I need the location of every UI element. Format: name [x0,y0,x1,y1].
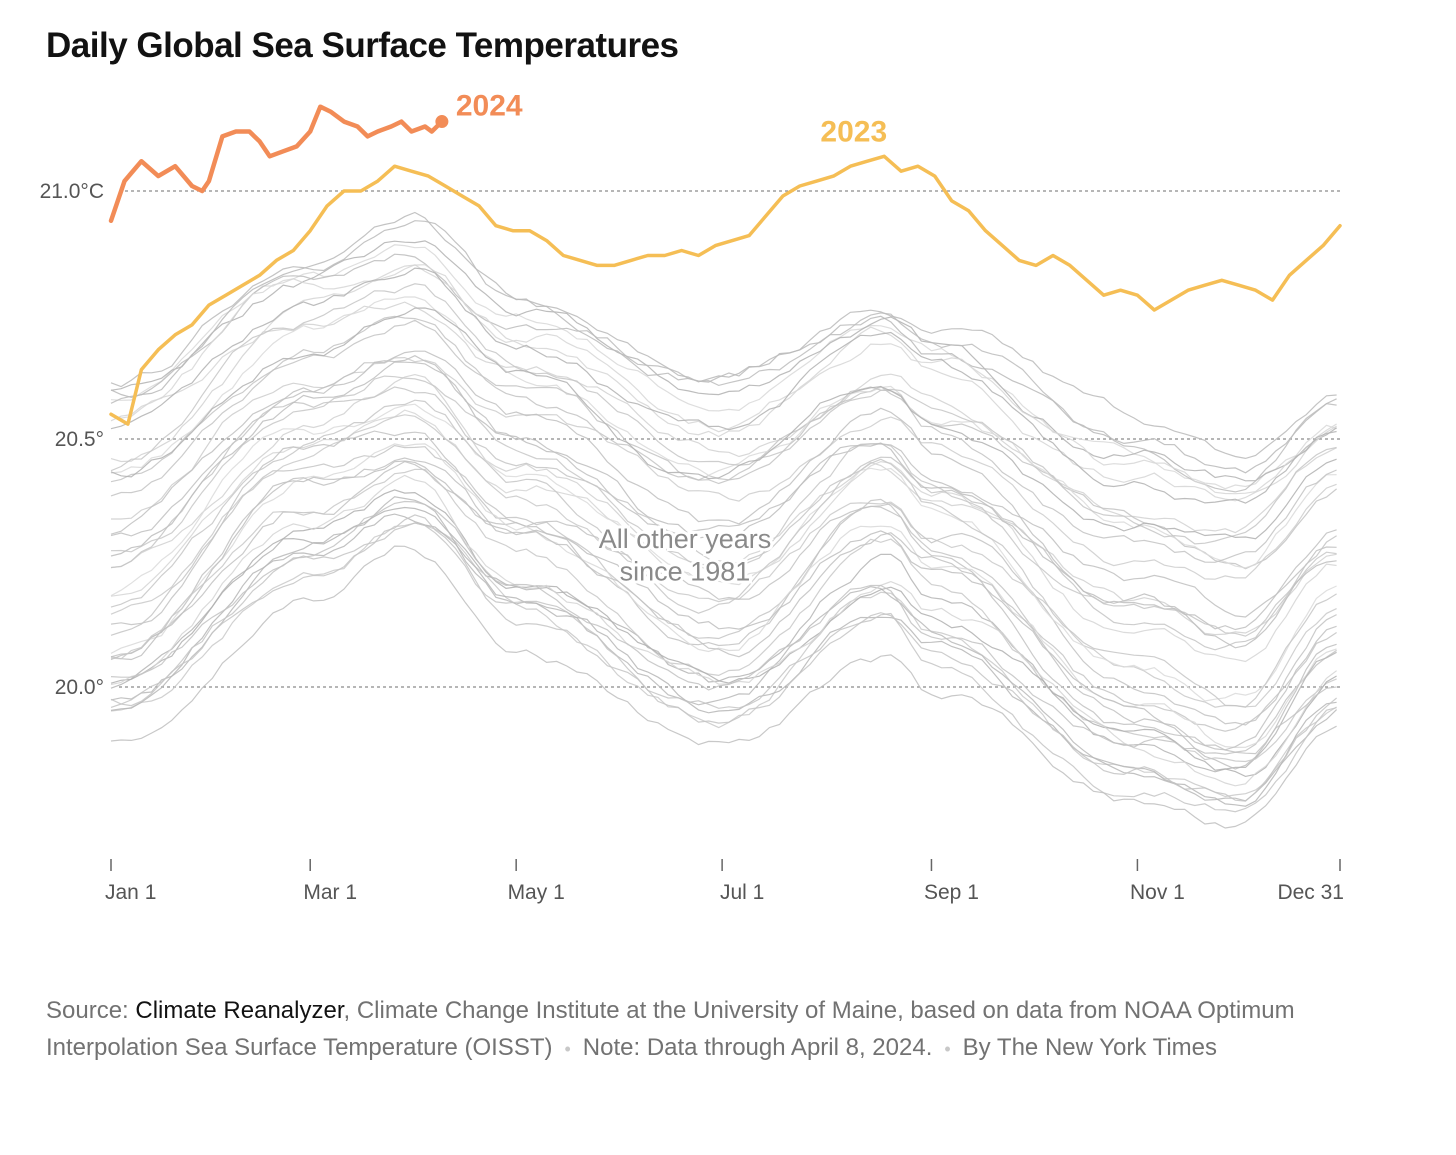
x-tick-label: Nov 1 [1130,881,1185,904]
background-year-line [110,386,1337,651]
background-year-line [110,211,1337,474]
background-year-line [110,522,1337,813]
series-label-2024: 2024 [456,90,523,123]
byline: By The New York Times [962,1034,1218,1061]
y-tick-label: 20.0° [55,676,104,699]
x-tick-label: May 1 [508,881,565,904]
x-tick-label: Dec 31 [1277,881,1344,904]
background-year-line [110,283,1337,545]
chart-title: Daily Global Sea Surface Temperatures [46,26,679,65]
background-year-line [110,460,1337,770]
series-end-marker-2024 [435,115,449,129]
background-year-line [110,373,1337,636]
background-year-line [110,399,1337,708]
background-year-line [110,301,1337,534]
background-year-line [110,240,1337,482]
source-details: , Climate Change Institute at the Univer… [46,997,1295,1061]
chart-footer: Source: Climate Reanalyzer, Climate Chan… [46,992,1376,1068]
series-label-2023: 2023 [820,115,887,148]
background-year-line [110,319,1337,563]
background-year-line [110,244,1337,490]
background-year-line [111,356,1337,580]
series-line-2024 [108,104,445,224]
background-year-line [110,500,1337,755]
x-tick-label: Sep 1 [924,881,979,904]
series-line-2023 [109,154,1342,426]
background-year-line [110,468,1337,763]
background-year-line [110,414,1337,708]
background-year-line [110,267,1337,504]
background-year-line [110,409,1337,663]
background-year-line [110,457,1337,751]
background-year-line [110,506,1337,773]
background-year-line [110,264,1337,502]
background-year-line [110,315,1337,570]
annotation-label: All other years [599,524,772,554]
y-tick-label: 20.5° [55,428,104,451]
separator-dot: • [564,1039,571,1059]
annotation-label: since 1981 [620,556,751,586]
background-year-line [110,375,1337,637]
x-tick-label: Jan 1 [105,881,156,904]
background-year-line [110,355,1337,618]
background-year-line [110,264,1337,495]
source-label: Source: [46,997,136,1024]
background-year-line [110,496,1338,802]
background-year-line [110,444,1337,732]
background-year-line [110,253,1337,493]
background-year-line [110,220,1337,460]
separator-dot: • [944,1039,951,1059]
background-year-line [110,350,1337,631]
background-year-line [110,514,1337,802]
background-year-line [110,443,1337,749]
background-year-line [110,403,1337,702]
background-year-line [110,545,1337,829]
background-year-line [110,361,1337,649]
background-year-line [110,430,1337,726]
x-tick-label: Jul 1 [720,881,764,904]
background-year-line [110,307,1337,540]
x-tick-label: Mar 1 [303,881,357,904]
source-link[interactable]: Climate Reanalyzer [135,997,344,1024]
y-tick-label: 21.0°C [40,180,104,203]
background-year-line [110,296,1337,569]
data-note: Note: Data through April 8, 2024. [582,1034,933,1061]
